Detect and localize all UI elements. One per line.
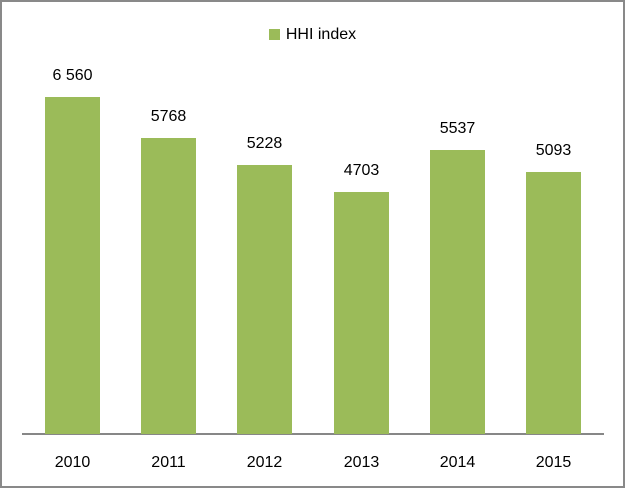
- legend-label: HHI index: [285, 26, 357, 43]
- bar-value-label: 5228: [246, 135, 283, 152]
- bar-value-label: 4703: [343, 162, 380, 179]
- bar: [141, 138, 196, 434]
- legend: HHI index: [2, 25, 623, 44]
- x-axis-tick-label: 2012: [246, 454, 283, 471]
- x-axis-tick-label: 2011: [151, 454, 186, 471]
- x-axis-tick-label: 2013: [343, 454, 380, 471]
- bar: [334, 192, 389, 434]
- bar-value-label: 6 560: [52, 67, 93, 84]
- x-axis-tick-label: 2014: [439, 454, 476, 471]
- bar-value-label: 5093: [535, 142, 572, 159]
- bar-value-label: 5537: [439, 120, 476, 137]
- bar: [430, 150, 485, 434]
- x-axis-tick-label: 2010: [54, 454, 91, 471]
- x-axis-line: [22, 433, 604, 435]
- bar-value-label: 5768: [150, 108, 187, 125]
- bar: [237, 165, 292, 434]
- bar: [526, 172, 581, 434]
- x-axis-tick-label: 2015: [535, 454, 572, 471]
- bar: [45, 97, 100, 434]
- legend-swatch-icon: [268, 29, 280, 40]
